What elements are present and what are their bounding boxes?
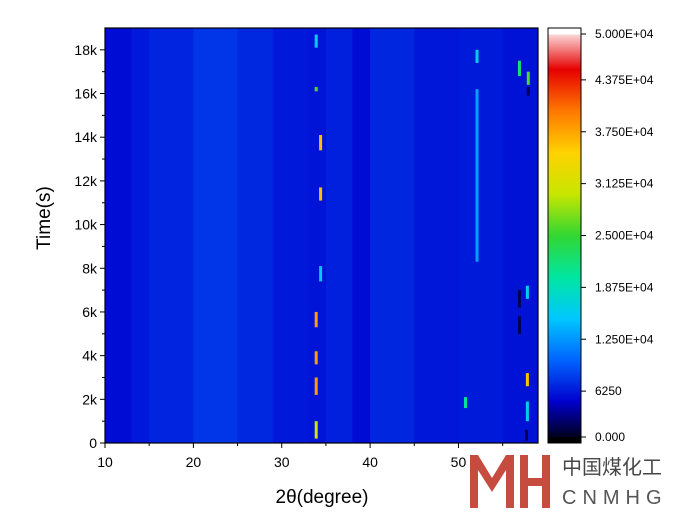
x-tick-label: 20 bbox=[186, 454, 202, 470]
diffraction-peak bbox=[526, 86, 530, 96]
x-axis-label: 2θ(degree) bbox=[276, 487, 369, 508]
diffraction-peak bbox=[526, 71, 530, 85]
diffraction-peak bbox=[314, 311, 318, 328]
heatmap-band bbox=[308, 28, 326, 443]
heatmap-band bbox=[502, 28, 538, 443]
diffraction-peak bbox=[464, 397, 468, 409]
heatmap-band bbox=[458, 28, 503, 443]
heatmap-band bbox=[193, 28, 238, 443]
diffraction-peak bbox=[525, 285, 529, 299]
colorbar-tick-label: 2.500E+04 bbox=[595, 229, 654, 243]
heatmap-band bbox=[272, 28, 309, 443]
x-tick-label: 50 bbox=[451, 454, 467, 470]
diffraction-peak bbox=[517, 290, 521, 308]
colorbar-tick-label: 0.000 bbox=[595, 430, 625, 444]
colorbar-tick-label: 1.250E+04 bbox=[595, 332, 654, 346]
colorbar-tick-label: 1.875E+04 bbox=[595, 280, 654, 294]
y-tick-label: 14k bbox=[74, 129, 98, 145]
watermark-english-text: CNMHG bbox=[562, 487, 668, 509]
watermark-logo-mark bbox=[470, 455, 550, 508]
y-tick-label: 8k bbox=[82, 260, 98, 276]
diffraction-peak bbox=[475, 89, 479, 262]
x-tick-label: 30 bbox=[274, 454, 290, 470]
heatmap-band bbox=[414, 28, 459, 443]
diffraction-peak bbox=[314, 34, 318, 48]
heatmap-band bbox=[131, 28, 150, 443]
y-tick-label: 4k bbox=[82, 348, 98, 364]
colorbar-ticks: 0.000 6250 1.250E+04 1.875E+04 2.500E+04 3.12… bbox=[548, 27, 654, 444]
y-axis-ticks: 0 2k 4k 6k 8k 10k 12k 14k 16k 18k bbox=[74, 42, 105, 451]
y-tick-label: 2k bbox=[82, 391, 98, 407]
y-tick-label: 16k bbox=[74, 86, 98, 102]
y-tick-label: 10k bbox=[74, 217, 98, 233]
heatmap-band bbox=[370, 28, 415, 443]
diffraction-peak bbox=[525, 373, 529, 387]
diffraction-peak bbox=[319, 266, 323, 282]
heatmap-band bbox=[149, 28, 194, 443]
diffraction-peak bbox=[525, 401, 529, 422]
diffraction-peak bbox=[314, 86, 318, 92]
y-tick-label: 18k bbox=[74, 42, 98, 58]
diffraction-peak bbox=[319, 187, 323, 201]
diffraction-peak bbox=[319, 135, 323, 151]
diffraction-peak bbox=[314, 377, 318, 395]
heatmap-band bbox=[352, 28, 371, 443]
colorbar-scale bbox=[547, 27, 582, 444]
colorbar-under-range bbox=[548, 437, 581, 443]
y-tick-label: 0 bbox=[89, 435, 97, 451]
y-axis-label: Time(s) bbox=[34, 186, 55, 250]
colorbar-over-range bbox=[548, 28, 581, 35]
heatmap-band bbox=[237, 28, 273, 443]
watermark-logo: 中国煤化工 CNMHG bbox=[470, 455, 668, 509]
heatmap-band bbox=[105, 28, 132, 443]
plot-frame bbox=[104, 27, 539, 444]
heatmap-band bbox=[325, 28, 353, 443]
colorbar-tick-label: 3.750E+04 bbox=[595, 125, 654, 139]
y-tick-label: 6k bbox=[82, 304, 98, 320]
colorbar-tick-label: 6250 bbox=[595, 384, 622, 398]
x-tick-label: 10 bbox=[97, 454, 113, 470]
diffraction-peak bbox=[475, 49, 479, 63]
diffraction-peak bbox=[314, 351, 318, 365]
colorbar: 0.000 6250 1.250E+04 1.875E+04 2.500E+04 3.12… bbox=[547, 27, 654, 444]
x-axis-ticks: 10 20 30 40 50 bbox=[97, 443, 504, 470]
y-tick-label: 12k bbox=[74, 173, 98, 189]
colorbar-tick-label: 4.375E+04 bbox=[595, 73, 654, 87]
diffraction-peak bbox=[525, 429, 529, 441]
x-tick-label: 40 bbox=[362, 454, 378, 470]
heatmap-plot-area bbox=[105, 28, 538, 443]
diffraction-peak bbox=[517, 316, 521, 334]
watermark-chinese-text: 中国煤化工 bbox=[562, 455, 662, 479]
diffraction-peak bbox=[517, 60, 521, 77]
diffraction-peak bbox=[314, 421, 318, 439]
colorbar-tick-label: 5.000E+04 bbox=[595, 27, 654, 41]
colorbar-tick-label: 3.125E+04 bbox=[595, 177, 654, 191]
